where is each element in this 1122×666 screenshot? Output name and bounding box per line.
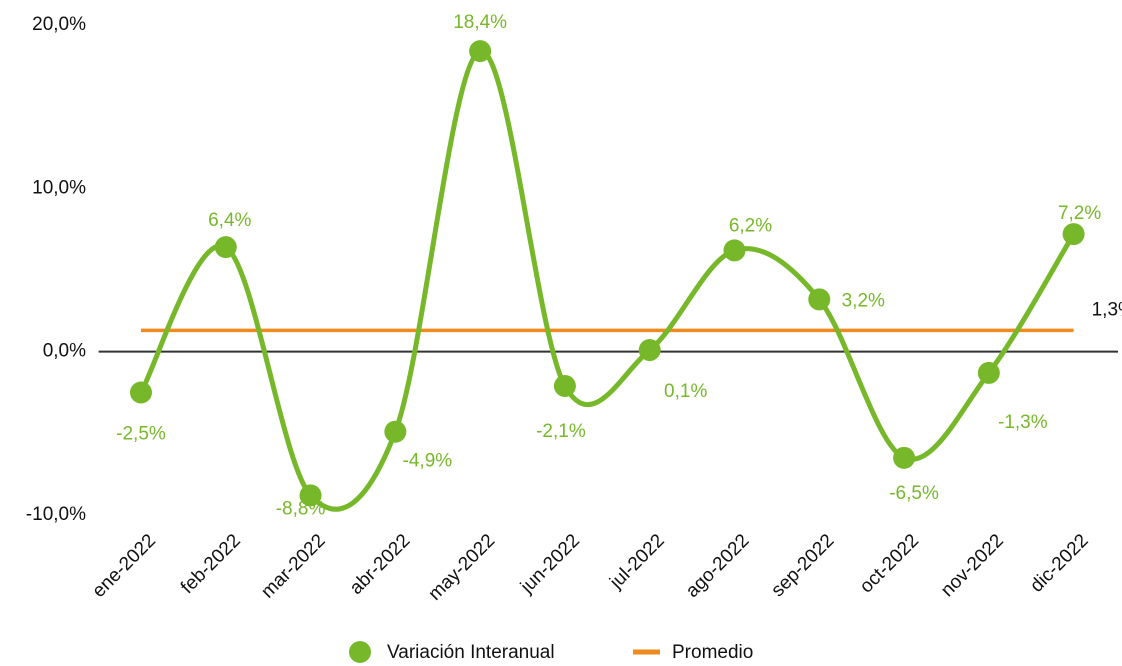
point [808,288,831,311]
y-tick-label: 20,0% [32,14,86,35]
point [723,239,746,262]
data-label: -4,9% [403,451,453,472]
x-tick-label: mar-2022 [257,530,329,602]
data-label: 18,4% [453,12,507,33]
x-tick-label: sep-2022 [767,530,838,601]
x-tick-label: ene-2022 [88,530,160,602]
data-label: -1,3% [998,412,1048,433]
point [638,339,661,362]
data-label: 3,2% [842,290,885,311]
point [214,236,237,259]
x-tick-label: dic-2022 [1026,530,1092,596]
data-label: 7,2% [1058,203,1101,224]
point [977,361,1000,384]
data-label: 6,4% [208,210,251,231]
data-label: -6,5% [889,483,939,504]
legend-marker [349,641,371,663]
x-tick-label: may-2022 [425,530,500,605]
point [469,40,492,63]
x-tick-label: jun-2022 [516,530,584,598]
data-label: -2,1% [536,421,586,442]
point [553,374,576,397]
data-label: -8,8% [276,498,326,519]
average-label: 1,3% [1092,299,1122,320]
point [1062,223,1085,246]
x-tick-label: feb-2022 [177,530,245,598]
data-label: 6,2% [729,215,772,236]
point [893,446,916,469]
y-tick-label: 10,0% [32,177,86,198]
point [384,420,407,443]
point [129,381,152,404]
point [299,484,322,507]
x-tick-label: ago-2022 [682,530,754,602]
legend-label: Promedio [672,642,753,663]
y-tick-label: -10,0% [26,504,86,525]
x-tick-label: nov-2022 [937,530,1008,601]
legend-label: Variación Interanual [387,642,555,663]
data-label: -2,5% [116,424,166,445]
y-tick-label: 0,0% [43,341,86,362]
series-line [138,48,1076,512]
x-tick-label: abr-2022 [346,530,415,599]
x-tick-label: jul-2022 [605,530,668,593]
x-tick-label: oct-2022 [856,530,923,597]
data-label: 0,1% [664,381,707,402]
